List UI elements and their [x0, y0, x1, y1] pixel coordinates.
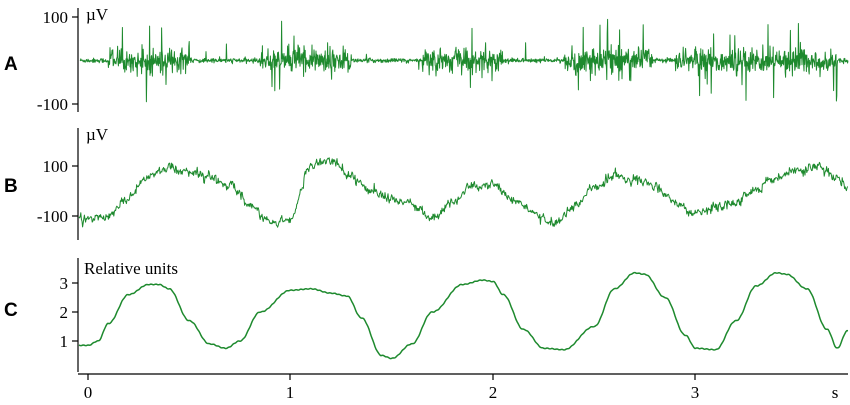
panel-b-unit-label: µV — [86, 125, 109, 144]
panel-a-ytick-label-100: 100 — [43, 8, 69, 27]
panel-c-ytick-label-3: 3 — [60, 274, 69, 293]
x-tick-label-0: 0 — [84, 383, 93, 402]
x-axis: 0 1 2 3 s — [78, 373, 848, 402]
panel-letter-c: C — [4, 300, 18, 321]
panel-letter-a: A — [4, 54, 18, 75]
panel-a-unit-label: µV — [86, 5, 109, 24]
x-tick-label-3: 3 — [691, 383, 700, 402]
panel-a-trace — [79, 18, 849, 103]
panel-c-unit-label: Relative units — [84, 259, 178, 278]
panel-letter-b: B — [4, 176, 18, 197]
panel-b-ytick-label-neg100: -100 — [37, 207, 68, 226]
panel-c-ytick-label-1: 1 — [60, 332, 69, 351]
panel-a-ytick-label-neg100: -100 — [37, 95, 68, 114]
panel-c-trace — [78, 271, 849, 360]
panel-b-ytick-label-100: 100 — [43, 157, 69, 176]
panel-b: B 100 -100 µV — [4, 125, 849, 240]
x-tick-label-2: 2 — [489, 383, 498, 402]
panel-c-ytick-label-2: 2 — [60, 303, 69, 322]
panel-b-trace — [78, 157, 849, 228]
x-tick-label-1: 1 — [286, 383, 295, 402]
panel-c: C 3 2 1 Relative units — [4, 258, 849, 372]
panel-a: A 100 -100 µV — [4, 5, 849, 114]
x-unit-label: s — [832, 383, 839, 402]
